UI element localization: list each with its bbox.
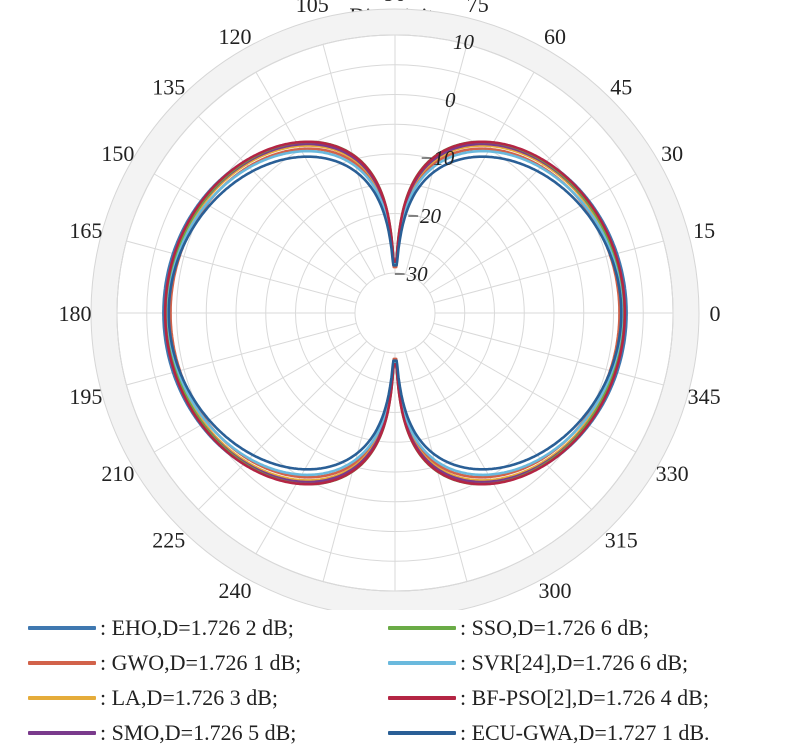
legend-label: : BF-PSO[2],D=1.726 4 dB; xyxy=(460,685,709,710)
legend-entry: : SVR[24],D=1.726 6 dB; xyxy=(388,647,788,679)
angle-tick-label: 15 xyxy=(693,218,715,243)
legend-label: : SMO,D=1.726 5 dB; xyxy=(100,720,297,745)
grid-ring xyxy=(205,123,585,503)
legend-swatch xyxy=(388,731,456,735)
angle-tick-label: 345 xyxy=(688,384,721,409)
legend-entry: : BF-PSO[2],D=1.726 4 dB; xyxy=(388,682,788,714)
angle-tick-label: 105 xyxy=(296,0,329,17)
legend-swatch xyxy=(28,696,96,700)
legend-label: : EHO,D=1.726 2 dB; xyxy=(100,615,294,640)
legend-swatch xyxy=(388,626,456,630)
angle-tick-label: 180 xyxy=(59,301,92,326)
polar-chart: Directivity 0153045607590105120135150165… xyxy=(59,0,721,610)
legend-entry: : LA,D=1.726 3 dB; xyxy=(28,682,388,714)
angle-tick-label: 90 xyxy=(384,0,406,6)
angle-tick-label: 225 xyxy=(152,527,185,552)
angle-tick-label: 0 xyxy=(710,301,721,326)
legend-label: : SSO,D=1.726 6 dB; xyxy=(460,615,650,640)
radial-tick-label: −20 xyxy=(406,204,442,228)
legend-swatch xyxy=(388,696,456,700)
angle-tick-label: 300 xyxy=(539,578,572,603)
radial-tick-label: −10 xyxy=(419,146,455,170)
grid-ring xyxy=(295,213,495,413)
angle-tick-label: 315 xyxy=(605,527,638,552)
grid-ring xyxy=(265,183,525,443)
angle-tick-label: 195 xyxy=(69,384,102,409)
angle-tick-label: 60 xyxy=(544,24,566,49)
legend-entry: : ECU-GWA,D=1.727 1 dB. xyxy=(388,717,788,749)
legend-swatch xyxy=(388,661,456,665)
angle-tick-label: 240 xyxy=(219,578,252,603)
angle-tick-label: 330 xyxy=(656,461,689,486)
radial-tick-label: 0 xyxy=(445,88,456,112)
grid-ring xyxy=(354,272,436,354)
legend-entry: : SSO,D=1.726 6 dB; xyxy=(388,612,788,644)
angle-tick-label: 210 xyxy=(101,461,134,486)
legend-label: : LA,D=1.726 3 dB; xyxy=(100,685,279,710)
radial-tick-label: −30 xyxy=(392,262,428,286)
legend-swatch xyxy=(28,661,96,665)
legend-label: : GWO,D=1.726 1 dB; xyxy=(100,650,302,675)
grid-ring xyxy=(116,34,674,592)
angle-tick-label: 150 xyxy=(101,141,134,166)
grid-ring xyxy=(176,94,614,532)
angle-tick-label: 120 xyxy=(219,24,252,49)
angle-tick-label: 30 xyxy=(661,141,683,166)
legend-swatch xyxy=(28,626,96,630)
radial-tick-labels: −30 −20 −10 0 10 xyxy=(392,30,474,286)
series-curve-7 xyxy=(167,155,623,471)
legend-entry: : EHO,D=1.726 2 dB; xyxy=(28,612,388,644)
angle-tick-label: 45 xyxy=(610,75,632,100)
grid-ring xyxy=(324,242,466,384)
grid-ring xyxy=(235,153,555,473)
legend-entry: : SMO,D=1.726 5 dB; xyxy=(28,717,388,749)
series-curve-6 xyxy=(163,140,627,486)
legend-label: : SVR[24],D=1.726 6 dB; xyxy=(460,650,689,675)
angle-tick-label: 135 xyxy=(152,75,185,100)
legend: : EHO,D=1.726 2 dB; : SSO,D=1.726 6 dB; : … xyxy=(28,612,788,749)
radial-tick-label: 10 xyxy=(453,30,475,54)
legend-label: : ECU-GWA,D=1.727 1 dB. xyxy=(460,720,710,745)
legend-entry: : GWO,D=1.726 1 dB; xyxy=(28,647,388,679)
directivity-curves xyxy=(162,140,628,486)
angle-tick-labels: 0 15 30 45 60 75 90 105 120 135 150 165 180 195 210 225… xyxy=(59,0,721,603)
legend-swatch xyxy=(28,731,96,735)
angle-tick-label: 75 xyxy=(467,0,489,17)
series-curve-1 xyxy=(169,147,621,479)
grid-ring xyxy=(146,64,644,562)
angle-tick-label: 165 xyxy=(69,218,102,243)
